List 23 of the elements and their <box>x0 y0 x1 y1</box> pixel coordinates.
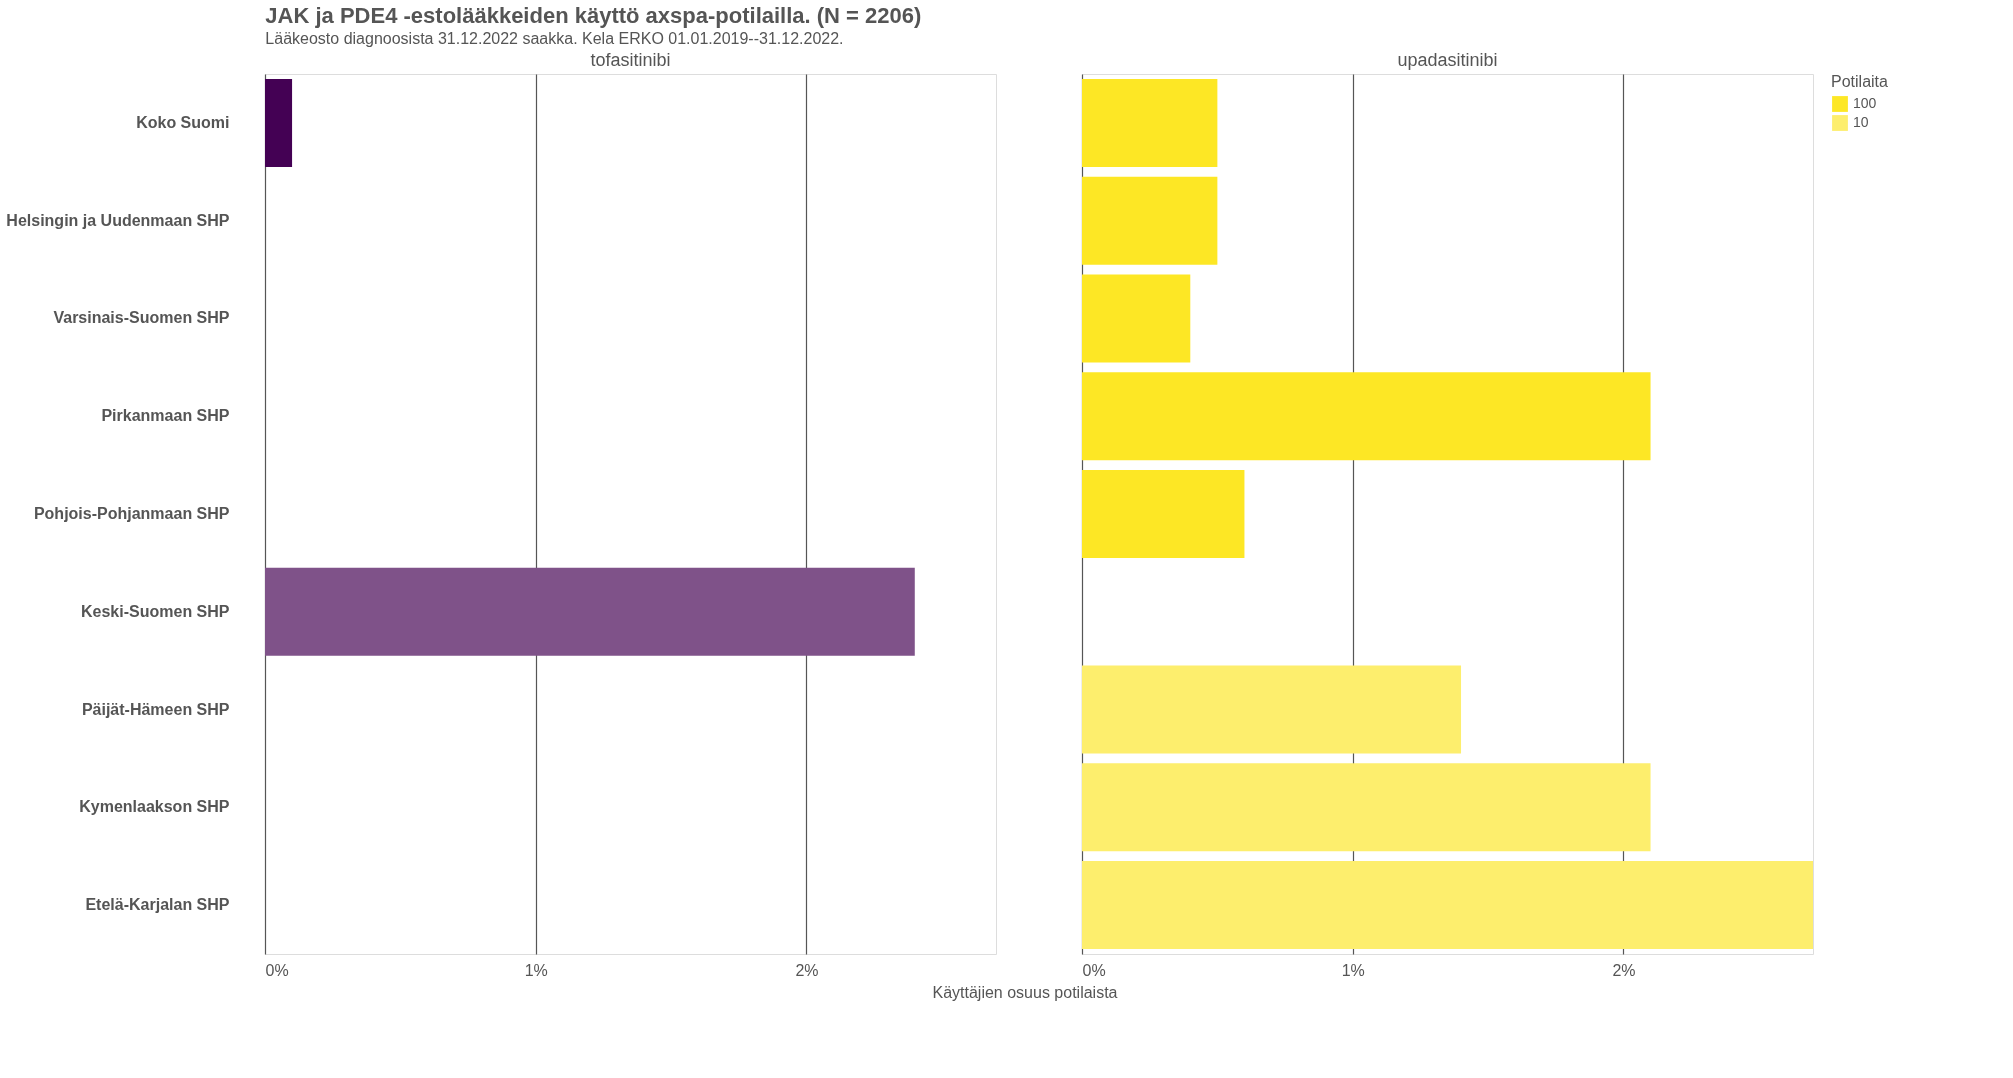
x-tick-label: 2% <box>795 961 819 979</box>
y-tick-label: Pirkanmaan SHP <box>101 407 230 425</box>
x2-axis-title: upadasitinibi <box>1397 50 1498 70</box>
x-tick-label: 1% <box>524 961 548 979</box>
y-tick-label: Keski-Suomen SHP <box>81 602 230 620</box>
y-tick-label: Helsingin ja Uudenmaan SHP <box>6 211 230 229</box>
chart-subtitle: Lääkeosto diagnoosista 31.12.2022 saakka. Kela ERKO 01.01.2019--31.12.2022. <box>265 29 844 47</box>
y-tick-label: Pohjois-Pohjanmaan SHP <box>33 505 230 522</box>
y-tick-label: Kymenlaakson SHP <box>79 798 230 816</box>
y-tick-label: Päijät-Hämeen SHP <box>81 700 230 718</box>
x-tick-label: 0% <box>265 961 289 979</box>
legend-title: Potilaita <box>1831 73 1889 90</box>
legend-label: 100 <box>1853 95 1877 111</box>
x-tick-label: 0% <box>1082 961 1106 979</box>
chart-title: JAK ja PDE4 -estolääkkeiden käyttö axspa-potilailla. (N = 2206) <box>265 2 922 28</box>
y-tick-label: Varsinais-Suomen SHP <box>53 309 230 327</box>
y-tick-label: Etelä-Karjalan SHP <box>85 896 230 914</box>
x-tick-label: 1% <box>1341 961 1365 979</box>
legend-label: 10 <box>1853 114 1869 130</box>
x2-axis-title: tofasitinibi <box>590 50 671 70</box>
y-tick-label: Koko Suomi <box>136 113 230 131</box>
x-axis-title: Käyttäjien osuus potilaista <box>932 983 1118 1001</box>
x-tick-label: 2% <box>1612 961 1636 979</box>
